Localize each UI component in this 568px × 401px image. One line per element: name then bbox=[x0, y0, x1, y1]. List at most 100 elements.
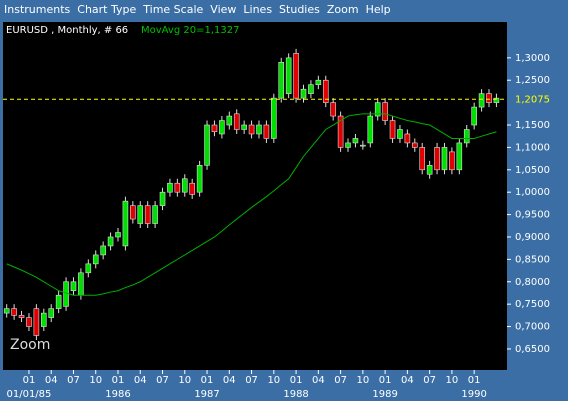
y-tick-label: 1,1500 bbox=[515, 120, 550, 131]
candle-body bbox=[441, 147, 448, 171]
candle-body bbox=[493, 97, 500, 103]
x-tick-label: 04 bbox=[134, 375, 147, 386]
year-label: 01/01/85 bbox=[6, 389, 51, 400]
x-tick-label: 07 bbox=[67, 375, 80, 386]
candle-body bbox=[434, 147, 440, 171]
candle-body bbox=[330, 102, 336, 117]
y-tick-label: 0,9500 bbox=[515, 210, 550, 221]
candle-body bbox=[78, 272, 84, 296]
candle-body bbox=[204, 124, 210, 166]
zoom-label: Zoom bbox=[10, 337, 50, 353]
candle-body bbox=[263, 124, 270, 139]
candle-body bbox=[85, 263, 92, 274]
year-label: 1986 bbox=[105, 389, 130, 400]
x-tick-label: 04 bbox=[312, 375, 325, 386]
candle-body bbox=[293, 53, 299, 99]
candle-body bbox=[122, 200, 129, 247]
candle-body bbox=[219, 120, 225, 135]
menu-item[interactable]: View bbox=[210, 3, 236, 16]
candle-body bbox=[226, 115, 233, 126]
candle-body bbox=[130, 205, 136, 220]
candle-body bbox=[174, 182, 181, 193]
candle-body bbox=[271, 97, 277, 139]
candle-body bbox=[100, 245, 106, 256]
candle-body bbox=[241, 124, 247, 130]
candle-body bbox=[315, 79, 322, 86]
candle-body bbox=[389, 120, 396, 139]
candle-body bbox=[352, 138, 359, 144]
y-tick-label: 1,0500 bbox=[515, 165, 550, 176]
menu-item[interactable]: Time Scale bbox=[142, 3, 203, 16]
candle-body bbox=[345, 142, 351, 148]
menu-item[interactable]: Zoom bbox=[327, 3, 359, 16]
candle-body bbox=[92, 254, 99, 265]
candle-body bbox=[337, 115, 344, 148]
year-label: 1990 bbox=[461, 389, 486, 400]
candle-body bbox=[196, 165, 203, 193]
candle-body bbox=[115, 232, 121, 238]
y-tick-label: 1,0000 bbox=[515, 187, 550, 198]
moving-average-line bbox=[6, 113, 497, 296]
candle-body bbox=[374, 102, 381, 117]
x-tick-label: 07 bbox=[334, 375, 347, 386]
y-tick-label: 0,7000 bbox=[515, 322, 550, 333]
indicator-label: MovAvg 20=1,1327 bbox=[141, 25, 239, 36]
candle-body bbox=[411, 142, 418, 148]
x-tick-label: 07 bbox=[156, 375, 169, 386]
menu-item[interactable]: Lines bbox=[243, 3, 272, 16]
y-tick-label: 0,9000 bbox=[515, 232, 550, 243]
menu-item[interactable]: Studies bbox=[279, 3, 320, 16]
candle-body bbox=[189, 182, 195, 195]
year-label: 1988 bbox=[283, 389, 308, 400]
x-tick-label: 01 bbox=[468, 375, 481, 386]
x-tick-label: 10 bbox=[267, 375, 280, 386]
x-tick-label: 01 bbox=[201, 375, 214, 386]
year-label: 1987 bbox=[194, 389, 219, 400]
candle-body bbox=[167, 182, 173, 193]
x-tick-label: 01 bbox=[290, 375, 303, 386]
x-tick-label: 10 bbox=[178, 375, 191, 386]
year-label: 1989 bbox=[372, 389, 397, 400]
candle-body bbox=[478, 93, 485, 108]
candle-body bbox=[426, 165, 433, 175]
menu-item[interactable]: Help bbox=[366, 3, 391, 16]
candle-body bbox=[300, 88, 307, 99]
candle-body bbox=[308, 84, 314, 94]
candle-body bbox=[137, 205, 144, 224]
x-tick-label: 07 bbox=[423, 375, 436, 386]
candle-body bbox=[404, 133, 411, 144]
candle-body bbox=[33, 308, 40, 336]
chart-title: EURUSD , Monthly, # 66 bbox=[6, 25, 128, 36]
x-tick-label: 01 bbox=[23, 375, 36, 386]
y-tick-label: 0,7500 bbox=[515, 299, 550, 310]
candle-body bbox=[107, 236, 114, 247]
y-tick-label: 0,6500 bbox=[515, 344, 550, 355]
candle-body bbox=[449, 151, 455, 171]
candle-body bbox=[40, 312, 47, 327]
candle-body bbox=[26, 317, 32, 327]
candle-body bbox=[233, 113, 240, 130]
candle-body bbox=[419, 147, 426, 171]
x-tick-label: 07 bbox=[245, 375, 258, 386]
x-tick-label: 04 bbox=[401, 375, 414, 386]
candle-body bbox=[360, 144, 366, 147]
menu-item[interactable]: Chart Type bbox=[77, 3, 136, 16]
menu-item[interactable]: Instruments bbox=[4, 3, 71, 16]
x-tick-label: 01 bbox=[379, 375, 392, 386]
candle-body bbox=[70, 281, 77, 292]
candle-body bbox=[322, 79, 329, 103]
candle-body bbox=[18, 315, 25, 318]
candle-body bbox=[211, 124, 218, 133]
menu-bar: Instruments Chart Type Time Scale View Lines… bbox=[4, 3, 391, 16]
candle-body bbox=[397, 129, 403, 139]
plot-area bbox=[3, 22, 507, 370]
x-tick-label: 01 bbox=[112, 375, 125, 386]
candle-body bbox=[463, 129, 470, 144]
candle-body bbox=[11, 308, 17, 316]
candle-body bbox=[144, 205, 151, 224]
candle-body bbox=[367, 115, 374, 144]
candle-body bbox=[55, 294, 62, 309]
candle-body bbox=[48, 308, 55, 318]
candle-body bbox=[181, 178, 188, 193]
